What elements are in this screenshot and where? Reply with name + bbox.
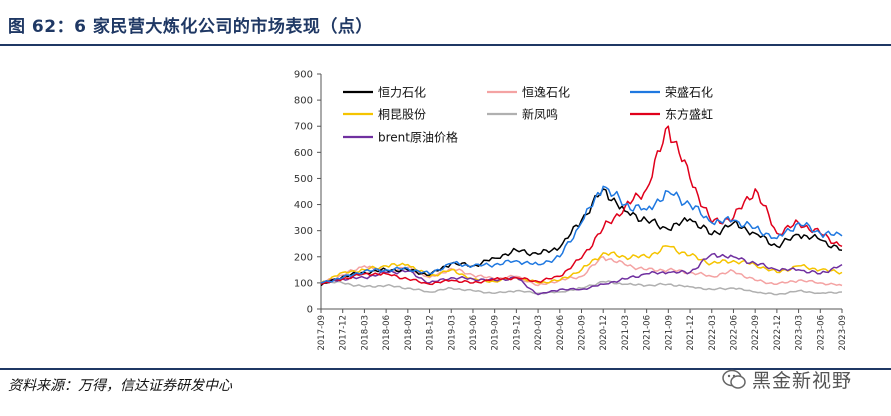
y-tick-label: 200 [294, 252, 313, 263]
x-tick-label: 2020-12 [599, 315, 609, 351]
x-tick-label: 2022-03 [708, 315, 718, 351]
y-tick-label: 0 [307, 305, 313, 316]
legend-label: brent原油价格 [378, 130, 458, 145]
y-tick-label: 900 [294, 70, 313, 81]
x-tick-label: 2023-06 [816, 315, 826, 351]
legend-label: 恒力石化 [378, 86, 426, 100]
x-tick-label: 2019-06 [469, 315, 479, 351]
y-tick-label: 300 [294, 226, 313, 237]
x-tick-label: 2023-03 [795, 315, 805, 351]
legend-label: 荣盛石化 [665, 85, 713, 100]
series-line [320, 256, 843, 287]
chart-axes: 0 100 200 300 400 500 600 700 800 900 2017-09 2017-… [294, 70, 848, 351]
x-tick-label: 2018-12 [426, 315, 436, 351]
page-title: 图 62：6 家民营大炼化公司的市场表现（点） [8, 17, 373, 37]
x-tick-label: 2020-03 [534, 315, 544, 351]
x-tick-label: 2022-12 [773, 315, 783, 351]
series-line [320, 188, 843, 287]
x-tick-label: 2018-06 [382, 315, 392, 351]
x-tick-label: 2018-03 [360, 315, 370, 351]
legend-label: 恒逸石化 [522, 86, 570, 100]
x-tick-label: 2021-06 [643, 315, 653, 351]
x-tick-label: 2023-09 [838, 315, 848, 351]
x-tick-label: 2017-09 [317, 315, 327, 351]
title-bar: 图 62：6 家民营大炼化公司的市场表现（点） [0, 0, 891, 44]
x-tick-label: 2022-06 [729, 315, 739, 351]
footer-divider [0, 368, 891, 370]
series-line [320, 280, 843, 296]
y-tick-label: 500 [294, 174, 313, 185]
y-tick-label: 600 [294, 148, 313, 159]
series-line [320, 252, 843, 296]
x-tick-label: 2018-09 [404, 315, 414, 351]
y-tick-label: 700 [294, 122, 313, 133]
legend-label: 桐昆股份 [378, 108, 426, 122]
x-tick-label: 2021-09 [664, 315, 674, 351]
watermark-text: 黑金新视野 [752, 370, 853, 392]
series-line [320, 245, 843, 284]
legend-label: 东方盛虹 [665, 107, 713, 122]
x-tick-label: 2019-03 [447, 315, 457, 351]
x-tick-label: 2021-12 [686, 315, 696, 351]
x-tick-label: 2017-12 [339, 315, 349, 351]
y-tick-label: 800 [294, 96, 313, 107]
x-tick-label: 2019-12 [512, 315, 522, 351]
chart-series [320, 125, 843, 296]
title-divider [0, 44, 891, 46]
y-tick-label: 100 [294, 278, 313, 289]
legend-label: 新凤鸣 [522, 107, 558, 122]
series-line [320, 125, 843, 286]
x-tick-label: 2021-03 [621, 315, 631, 351]
x-tick-label: 2020-06 [556, 315, 566, 351]
wechat-icon [722, 369, 746, 389]
x-tick-label: 2019-09 [491, 315, 501, 351]
series-line [320, 185, 843, 284]
x-tick-label: 2020-09 [578, 315, 588, 351]
source-note: 资料来源：万得，信达证券研发中心 [8, 378, 232, 394]
watermark: 黑金新视野 [722, 364, 887, 394]
x-tick-label: 2022-09 [751, 315, 761, 351]
y-tick-label: 400 [294, 200, 313, 211]
